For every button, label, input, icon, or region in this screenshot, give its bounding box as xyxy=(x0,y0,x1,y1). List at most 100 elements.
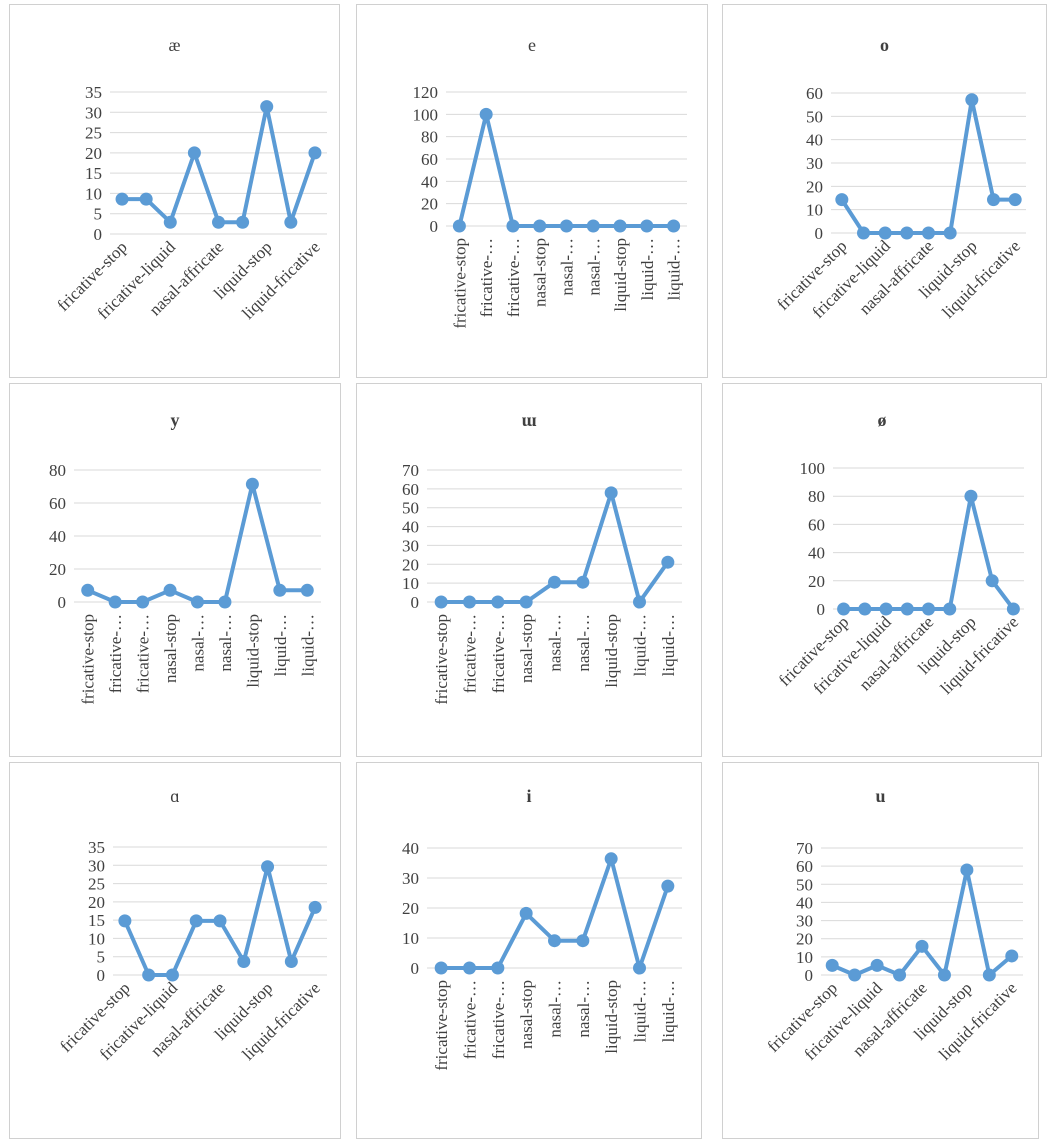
x-tick-label: liquid-… xyxy=(659,614,678,676)
y-tick-label: 20 xyxy=(806,177,823,196)
data-point xyxy=(519,906,533,920)
chart-svg: ø020406080100fricative-stopfricative-liq… xyxy=(775,410,1024,698)
data-point xyxy=(985,574,999,588)
y-tick-label: 50 xyxy=(796,875,813,894)
chart-svg: i 0 10 20 30 40 fricative-stop fricative-… frica… xyxy=(402,786,682,1071)
x-tick-label: liquid-… xyxy=(271,614,290,676)
y-tick-label: 0 xyxy=(94,225,103,244)
x-tick-label: liquid-stop xyxy=(611,238,630,312)
data-point xyxy=(937,968,951,982)
data-point xyxy=(479,107,493,121)
data-point xyxy=(661,879,675,893)
y-tick-label: 20 xyxy=(796,930,813,949)
y-tick-label: 20 xyxy=(808,572,825,591)
x-tick-label: fricative-… xyxy=(134,614,153,693)
data-point xyxy=(434,961,448,975)
x-tick-label: fricative-stop xyxy=(450,238,469,329)
data-point xyxy=(879,602,893,616)
y-tick-label: 30 xyxy=(806,154,823,173)
y-tick-label: 30 xyxy=(402,869,419,888)
y-tick-label: 25 xyxy=(88,875,105,894)
data-point xyxy=(613,219,627,233)
panel-a: ɑ 0 5 10 15 20 25 30 35 fricative-stop fricative-l… xyxy=(9,762,341,1139)
data-point xyxy=(633,595,646,609)
y-tick-label: 0 xyxy=(97,966,106,985)
data-point xyxy=(236,215,250,229)
data-point xyxy=(284,215,298,229)
data-point xyxy=(519,595,533,609)
y-tick-label: 0 xyxy=(815,224,824,243)
y-tick-label: 35 xyxy=(88,838,105,857)
data-point xyxy=(667,219,681,233)
x-tick-label: fricative-… xyxy=(489,614,508,693)
series-line xyxy=(840,97,1016,235)
data-point xyxy=(870,958,884,972)
data-point xyxy=(915,939,929,953)
data-point xyxy=(136,595,150,609)
chart-svg: ɑ05101520253035fricative-stopfricative-l… xyxy=(56,786,327,1064)
y-tick-label: 60 xyxy=(808,515,825,534)
data-point xyxy=(237,954,251,968)
chart-svg: y 0 20 40 60 80 fricative-stop fricative-… frica… xyxy=(49,410,321,705)
data-point xyxy=(965,93,979,107)
data-point xyxy=(491,595,505,609)
y-tick-label: 0 xyxy=(430,217,439,236)
y-tick-label: 10 xyxy=(796,948,813,967)
chart-title: o xyxy=(880,35,889,55)
data-point xyxy=(548,934,561,948)
data-point xyxy=(463,961,476,975)
data-point xyxy=(308,146,322,160)
data-point xyxy=(163,215,177,229)
data-point xyxy=(848,968,862,982)
data-point xyxy=(139,192,153,206)
series-line xyxy=(457,112,674,228)
y-tick-label: 10 xyxy=(806,201,823,220)
x-tick-label: liquid-… xyxy=(631,614,650,676)
data-point xyxy=(191,595,204,609)
data-point xyxy=(586,219,600,233)
x-tick-label: nasal-… xyxy=(574,980,593,1038)
y-tick-label: 40 xyxy=(808,544,825,563)
data-point xyxy=(261,860,275,874)
x-tick-label: liquid-… xyxy=(631,980,650,1042)
y-tick-label: 60 xyxy=(49,494,66,513)
y-tick-label: 5 xyxy=(94,205,103,224)
x-tick-label: nasal-stop xyxy=(517,614,536,683)
data-point xyxy=(825,958,839,972)
data-point xyxy=(491,961,505,975)
data-point xyxy=(1006,602,1020,616)
y-tick-label: 40 xyxy=(402,839,419,858)
x-tick-label: nasal-… xyxy=(558,238,577,296)
data-point xyxy=(260,100,274,114)
x-tick-label: liquid-… xyxy=(298,614,317,676)
chart-title: u xyxy=(875,786,885,806)
chart-title: i xyxy=(526,786,531,806)
y-tick-label: 100 xyxy=(413,105,439,124)
y-tick-label: 40 xyxy=(49,527,66,546)
data-point xyxy=(218,595,232,609)
y-tick-label: 50 xyxy=(402,499,419,518)
x-tick-label: liquid-… xyxy=(659,980,678,1042)
data-point xyxy=(245,477,259,491)
panel-w: ɯ 0 10 20 30 40 50 60 70 fricative-stop fricative-… xyxy=(356,383,702,757)
data-point xyxy=(576,575,590,589)
data-point xyxy=(506,219,520,233)
data-point xyxy=(878,226,892,240)
x-tick-label: nasal-stop xyxy=(531,238,550,307)
x-tick-label: nasal-stop xyxy=(161,614,180,683)
x-tick-label: fricative-… xyxy=(461,614,480,693)
data-point xyxy=(900,226,914,240)
data-point xyxy=(604,852,618,866)
y-tick-label: 70 xyxy=(402,461,419,480)
data-point xyxy=(900,602,914,616)
y-tick-label: 20 xyxy=(421,195,438,214)
data-point xyxy=(576,934,590,948)
x-tick-label: liquid-stop xyxy=(602,614,621,688)
chart-svg: u010203040506070fricative-stopfricative-… xyxy=(764,786,1023,1064)
y-tick-label: 40 xyxy=(402,518,419,537)
y-tick-label: 10 xyxy=(88,929,105,948)
data-point xyxy=(108,595,122,609)
y-tick-label: 0 xyxy=(817,600,826,619)
x-tick-label: fricative-… xyxy=(106,614,125,693)
data-point xyxy=(987,193,1000,207)
